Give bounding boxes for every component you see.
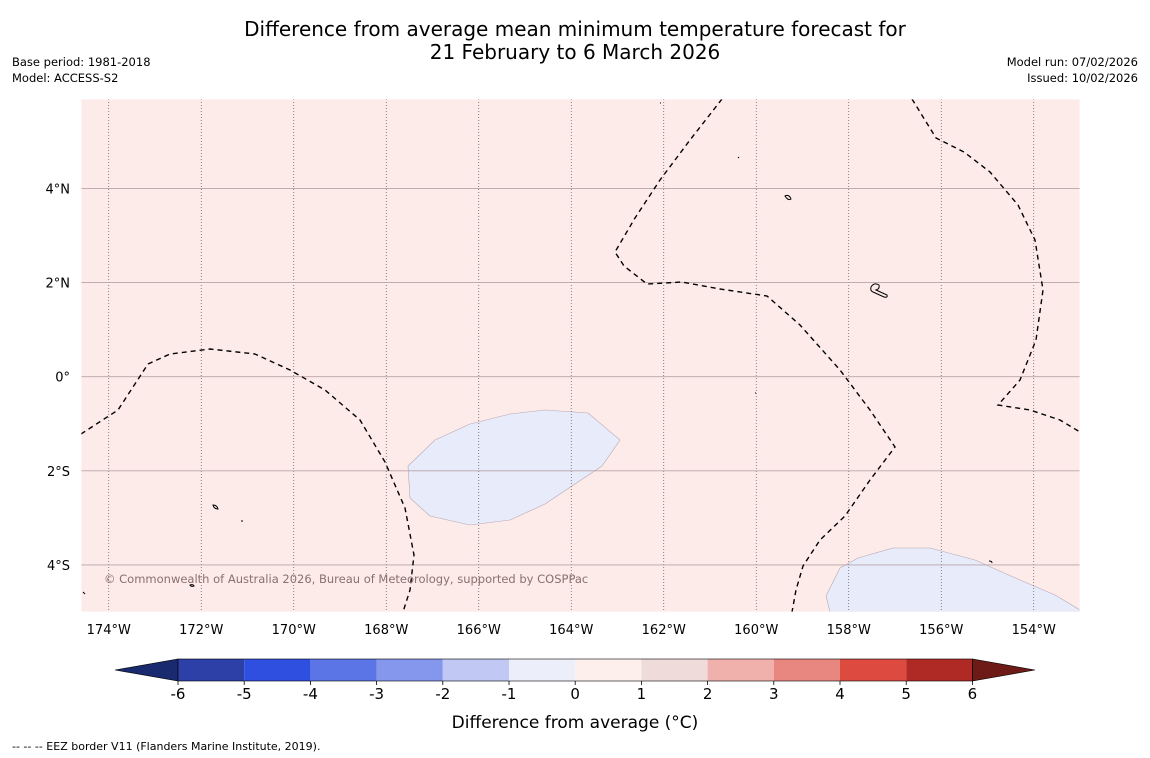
- colorbar-segment: [641, 659, 708, 681]
- colorbar-tick-label: -5: [237, 685, 252, 703]
- graticule: [81, 99, 1080, 612]
- colorbar-tick-label: -2: [435, 685, 450, 703]
- longitude-label: 158°W: [827, 623, 871, 638]
- map-frame: [80, 98, 1081, 613]
- eez-border: [81, 99, 1080, 612]
- colorbar-segment: [773, 659, 840, 681]
- colorbar-tick-label: 6: [968, 685, 978, 703]
- latitude-label: 4°S: [47, 559, 70, 574]
- colorbar-segment: [310, 659, 377, 681]
- colorbar-tick-label: 1: [637, 685, 647, 703]
- colorbar-tick-label: 4: [835, 685, 845, 703]
- eez-legend-note: -- -- -- EEZ border V11 (Flanders Marine…: [12, 740, 321, 753]
- issued-date: Issued: 10/02/2026: [1027, 71, 1138, 85]
- anomaly-region-blue: [825, 547, 1080, 612]
- island-outlines: [82, 102, 993, 595]
- colorbar-tick-label: 3: [769, 685, 779, 703]
- colorbar-tick-label: -4: [303, 685, 318, 703]
- base-period: Base period: 1981-2018: [12, 55, 151, 69]
- title-line-2: 21 February to 6 March 2026: [429, 40, 721, 64]
- latitude-label: 2°S: [47, 465, 70, 480]
- colorbar-tick-label: -6: [171, 685, 186, 703]
- colorbar-tick-label: 2: [703, 685, 713, 703]
- anomaly-region-blue: [407, 409, 621, 526]
- colorbar-tick-label: -3: [369, 685, 384, 703]
- latitude-label: 0°: [55, 371, 70, 386]
- colorbar-extension-low: [114, 658, 179, 682]
- chart-title: Difference from average mean minimum tem…: [0, 18, 1150, 64]
- longitude-labels: 174°W 172°W 170°W 168°W 166°W 164°W 162°W 160°W…: [87, 623, 1056, 638]
- latitude-label: 2°N: [46, 277, 71, 292]
- map-background: [81, 99, 1080, 612]
- latitude-label: 4°N: [46, 182, 71, 197]
- colorbar-segment: [840, 659, 907, 681]
- longitude-label: 172°W: [179, 623, 223, 638]
- colorbar-tick-label: 0: [570, 685, 580, 703]
- colorbar-tick-label: -1: [502, 685, 517, 703]
- colorbar-extension-high: [972, 658, 1036, 682]
- colorbar-segment: [575, 659, 642, 681]
- colorbar-segment: [707, 659, 774, 681]
- longitude-label: 166°W: [457, 623, 501, 638]
- meta-right: Model run: 07/02/2026 Issued: 10/02/2026: [1007, 54, 1138, 86]
- model-name: Model: ACCESS-S2: [12, 71, 119, 85]
- longitude-label: 168°W: [364, 623, 408, 638]
- longitude-label: 160°W: [734, 623, 778, 638]
- longitude-label: 174°W: [87, 623, 131, 638]
- latitude-labels: 4°N 2°N 0° 2°S 4°S: [46, 182, 71, 574]
- colorbar-segment: [178, 659, 245, 681]
- copyright-notice: © Commonwealth of Australia 2026, Bureau…: [104, 572, 588, 586]
- colorbar-segment: [244, 659, 311, 681]
- longitude-label: 156°W: [919, 623, 963, 638]
- meta-left: Base period: 1981-2018 Model: ACCESS-S2: [12, 54, 151, 86]
- colorbar-segment: [442, 659, 509, 681]
- colorbar-segment: [906, 659, 973, 681]
- colorbar-label: Difference from average (°C): [452, 713, 699, 733]
- title-line-1: Difference from average mean minimum tem…: [244, 17, 906, 41]
- colorbar-tick-labels: -6 -5 -4 -3 -2 -1 0 1 2 3 4 5 6: [171, 681, 978, 703]
- colorbar-segment: [376, 659, 443, 681]
- longitude-label: 154°W: [1012, 623, 1056, 638]
- colorbar: [114, 658, 1036, 682]
- colorbar-segment: [509, 659, 576, 681]
- longitude-label: 164°W: [549, 623, 593, 638]
- model-run: Model run: 07/02/2026: [1006, 55, 1138, 69]
- colorbar-tick-label: 5: [901, 685, 911, 703]
- longitude-label: 162°W: [642, 623, 686, 638]
- longitude-label: 170°W: [272, 623, 316, 638]
